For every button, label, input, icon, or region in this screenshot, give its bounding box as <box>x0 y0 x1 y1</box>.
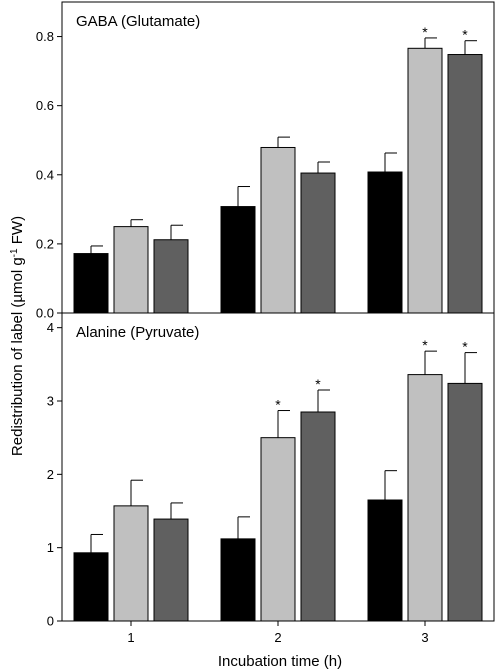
panel-title: GABA (Glutamate) <box>76 13 200 30</box>
y-tick-label: 0.8 <box>36 29 54 44</box>
bar <box>73 552 109 622</box>
bar <box>447 382 483 622</box>
bar <box>260 437 296 622</box>
y-axis-title-unit: FW) <box>9 216 26 248</box>
bar <box>367 171 403 314</box>
y-tick-label: 0.4 <box>36 167 54 182</box>
bar <box>153 239 189 314</box>
bar <box>300 411 336 622</box>
bar <box>260 146 296 314</box>
y-tick-label: 4 <box>47 320 54 335</box>
bar <box>407 374 443 622</box>
bar <box>407 47 443 314</box>
y-tick-label: 0.0 <box>36 306 54 321</box>
bar <box>153 518 189 622</box>
bar <box>73 253 109 314</box>
panel-1: GABA (Glutamate) 0.0 0.2 0.4 0.6 0.8 * * <box>36 1 495 321</box>
y-tick-label: 0.6 <box>36 98 54 113</box>
significance-marker: * <box>462 27 468 43</box>
y-axis-title-superscript: -1 <box>9 248 20 257</box>
significance-marker: * <box>462 339 468 355</box>
x-tick-label: 1 <box>127 630 134 645</box>
bar <box>113 505 149 622</box>
y-tick-label: 2 <box>47 467 54 482</box>
bar <box>300 172 336 314</box>
panel-2: Alanine (Pyruvate) 0 1 2 3 4 * * * * 1 2 3 <box>47 312 495 645</box>
y-tick-label: 0 <box>47 614 54 629</box>
y-tick-label: 1 <box>47 540 54 555</box>
bar <box>447 54 483 314</box>
bar <box>367 499 403 622</box>
panels: GABA (Glutamate)0.00.20.40.60.8 * *Alanine… <box>36 1 495 645</box>
bar <box>113 226 149 314</box>
y-axis-title-main: Redistribution of label (µmol g <box>9 257 26 456</box>
significance-marker: * <box>422 24 428 40</box>
y-tick-label: 0.2 <box>36 236 54 251</box>
x-tick-label: 2 <box>274 630 281 645</box>
significance-marker: * <box>275 397 281 413</box>
panel-title: Alanine (Pyruvate) <box>76 324 199 341</box>
bar <box>220 206 256 314</box>
bar <box>220 538 256 622</box>
x-axis-title: Incubation time (h) <box>218 653 342 670</box>
significance-marker: * <box>315 376 321 392</box>
significance-marker: * <box>422 337 428 353</box>
x-tick-label: 3 <box>421 630 428 645</box>
y-tick-label: 3 <box>47 394 54 409</box>
y-axis-title: Redistribution of label (µmol g-1 FW) <box>9 216 27 456</box>
